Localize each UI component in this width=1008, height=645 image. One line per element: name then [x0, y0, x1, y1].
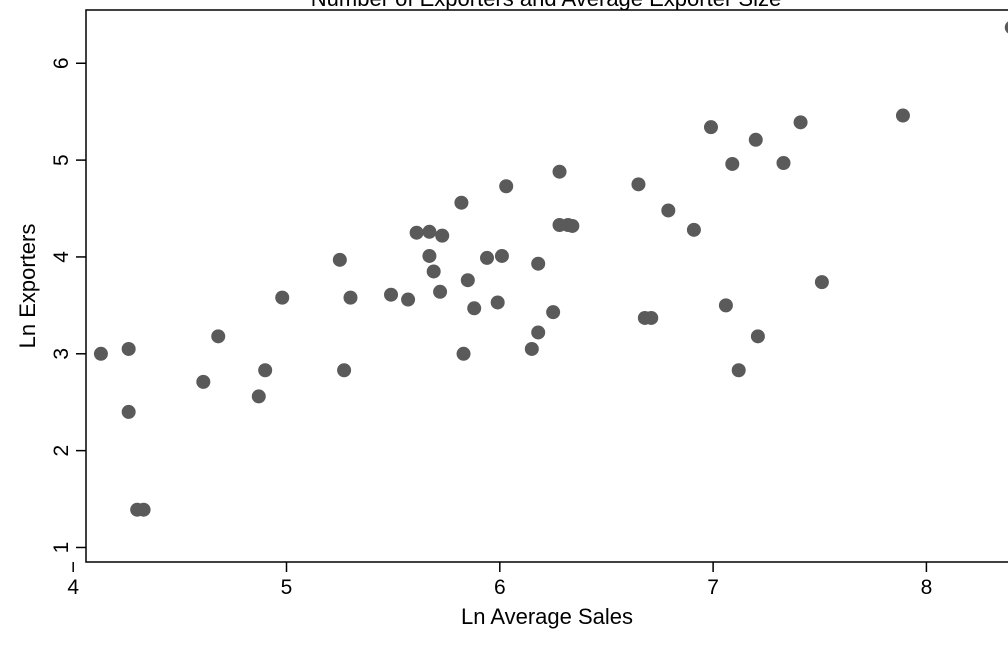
scatter-point: [433, 284, 448, 299]
x-axis: 4 5 6 7 8: [67, 562, 932, 599]
scatter-point: [258, 363, 273, 378]
scatter-point: [332, 252, 347, 267]
scatter-point: [686, 222, 701, 237]
x-axis-title: Ln Average Sales: [461, 604, 633, 629]
scatter-point: [136, 502, 151, 517]
scatter-point: [565, 218, 580, 233]
scatter-point: [343, 290, 358, 305]
scatter-point: [531, 256, 546, 271]
x-tick-label: 6: [494, 576, 506, 599]
scatter-point: [456, 346, 471, 361]
scatter-point: [895, 108, 910, 123]
y-tick-label: 1: [50, 542, 73, 554]
scatter-point: [467, 301, 482, 316]
scatter-point: [454, 195, 469, 210]
scatter-point: [435, 228, 450, 243]
scatter-point: [426, 264, 441, 279]
y-tick-label: 5: [50, 154, 73, 166]
scatter-point: [337, 363, 352, 378]
y-tick-label: 6: [50, 57, 73, 69]
scatter-point: [718, 298, 733, 313]
scatter-point: [401, 292, 416, 307]
scatter-point: [546, 305, 561, 320]
scatter-point: [748, 132, 763, 147]
x-tick-label: 7: [707, 576, 719, 599]
y-tick-label: 2: [50, 445, 73, 457]
scatter-point: [725, 156, 740, 171]
scatter-point: [731, 363, 746, 378]
y-tick-label: 3: [50, 348, 73, 360]
x-tick-label: 5: [281, 576, 293, 599]
y-axis-title: Ln Exporters: [15, 224, 40, 349]
x-tick-label: 8: [921, 576, 933, 599]
scatter-point: [384, 287, 399, 302]
scatter-point: [1004, 21, 1008, 34]
scatter-point: [494, 248, 509, 263]
y-tick-label: 4: [50, 251, 73, 263]
scatter-point: [499, 179, 514, 194]
scatter-point: [531, 325, 546, 340]
scatter-point: [703, 120, 718, 135]
scatter-point: [661, 203, 676, 218]
scatter-point: [460, 273, 475, 288]
scatter-point: [776, 156, 791, 171]
scatter-point: [93, 346, 108, 361]
scatter-point: [814, 275, 829, 290]
scatter-point: [422, 248, 437, 263]
scatter-point: [422, 224, 437, 239]
scatter-point: [793, 115, 808, 130]
scatter-point: [251, 389, 266, 404]
scatter-point: [480, 250, 495, 265]
chart-title: Number of Exporters and Average Exporter…: [311, 0, 781, 11]
scatter-point: [631, 177, 646, 192]
scatter-point: [275, 290, 290, 305]
scatter-point: [409, 225, 424, 240]
plot-frame: [85, 9, 1008, 563]
scatter-point: [490, 295, 505, 310]
data-points: [93, 21, 1008, 517]
scatter-point: [121, 404, 136, 419]
scatter-point: [524, 341, 539, 356]
scatter-point: [552, 164, 567, 179]
scatter-point: [644, 310, 659, 325]
scatter-point: [750, 329, 765, 344]
y-axis: 1 2 3 4 5 6: [50, 57, 86, 553]
scatter-point: [121, 341, 136, 356]
scatter-point: [196, 374, 211, 389]
x-tick-label: 4: [67, 576, 79, 599]
scatter-point: [211, 329, 226, 344]
